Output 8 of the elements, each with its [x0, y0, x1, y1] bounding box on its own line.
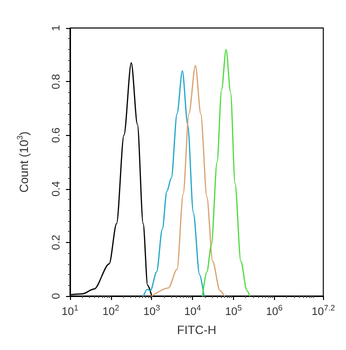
y-tick-label: 0 — [50, 292, 62, 300]
y-axis-title: Count (103) — [16, 131, 31, 193]
y-tick-label: 0.8 — [50, 74, 62, 90]
x-axis-title: FITC-H — [176, 323, 216, 337]
y-tick-label: 0.6 — [50, 128, 62, 143]
y-tick-label: 0.2 — [50, 234, 62, 250]
y-tick-label: 1 — [50, 24, 62, 32]
y-tick-label: 0.4 — [50, 181, 62, 196]
